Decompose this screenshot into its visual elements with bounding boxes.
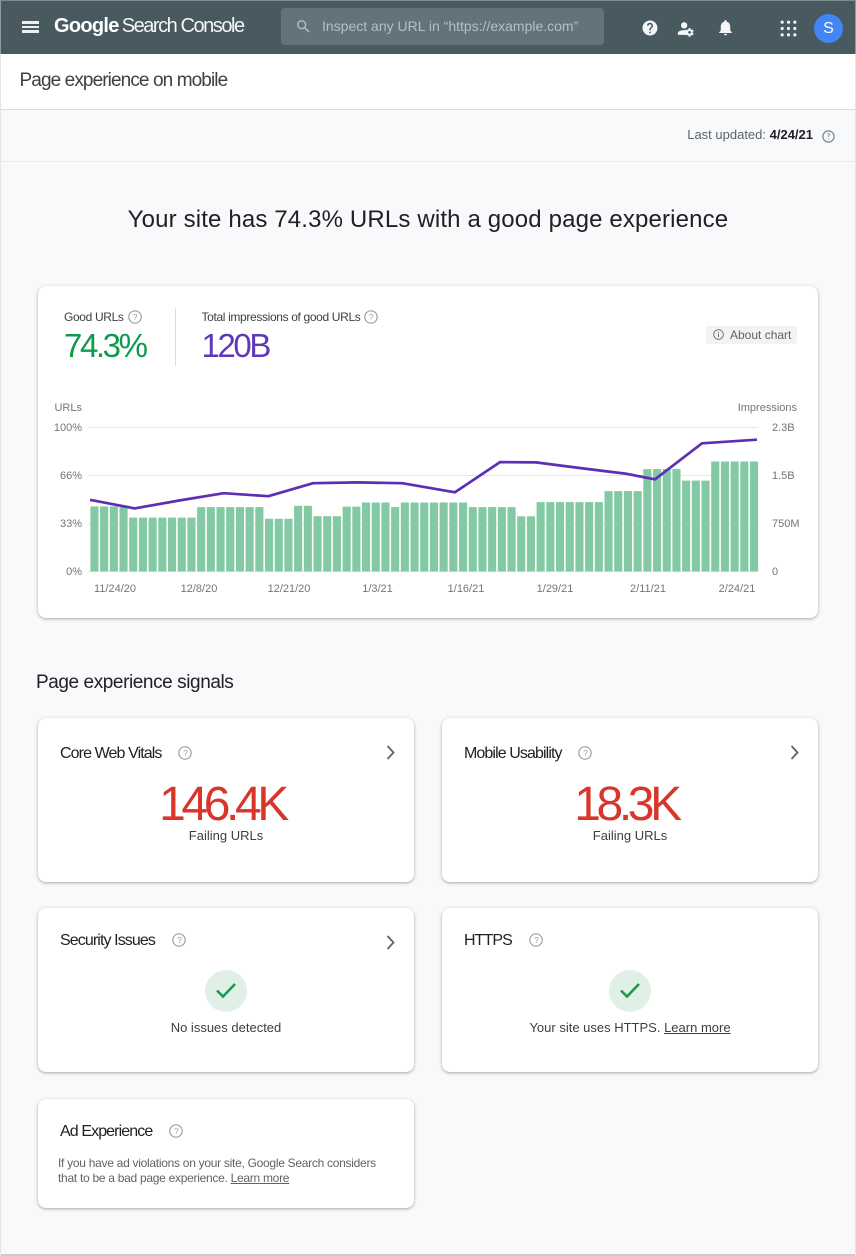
svg-text:?: ? — [177, 935, 182, 945]
svg-text:1.5B: 1.5B — [772, 470, 795, 482]
svg-text:12/21/20: 12/21/20 — [268, 583, 311, 595]
svg-text:66%: 66% — [60, 470, 82, 482]
svg-text:1/3/21: 1/3/21 — [362, 583, 393, 595]
svg-text:750M: 750M — [772, 518, 800, 530]
svg-text:1/16/21: 1/16/21 — [448, 583, 485, 595]
svg-text:2/24/21: 2/24/21 — [719, 583, 756, 595]
svg-text:2/11/21: 2/11/21 — [630, 583, 666, 595]
svg-text:33%: 33% — [60, 518, 82, 530]
svg-text:?: ? — [174, 1126, 179, 1136]
svg-text:Impressions: Impressions — [738, 402, 798, 414]
svg-text:0%: 0% — [66, 566, 82, 578]
svg-text:1/29/21: 1/29/21 — [537, 583, 574, 595]
svg-text:12/8/20: 12/8/20 — [181, 583, 218, 595]
svg-text:?: ? — [369, 312, 374, 322]
svg-text:100%: 100% — [54, 422, 82, 434]
svg-text:?: ? — [534, 935, 539, 945]
svg-text:?: ? — [583, 748, 588, 758]
svg-text:URLs: URLs — [54, 402, 82, 414]
svg-text:11/24/20: 11/24/20 — [94, 583, 136, 595]
svg-text:?: ? — [132, 312, 137, 322]
svg-text:?: ? — [183, 748, 188, 758]
svg-text:2.3B: 2.3B — [772, 422, 795, 434]
svg-text:0: 0 — [772, 566, 778, 578]
